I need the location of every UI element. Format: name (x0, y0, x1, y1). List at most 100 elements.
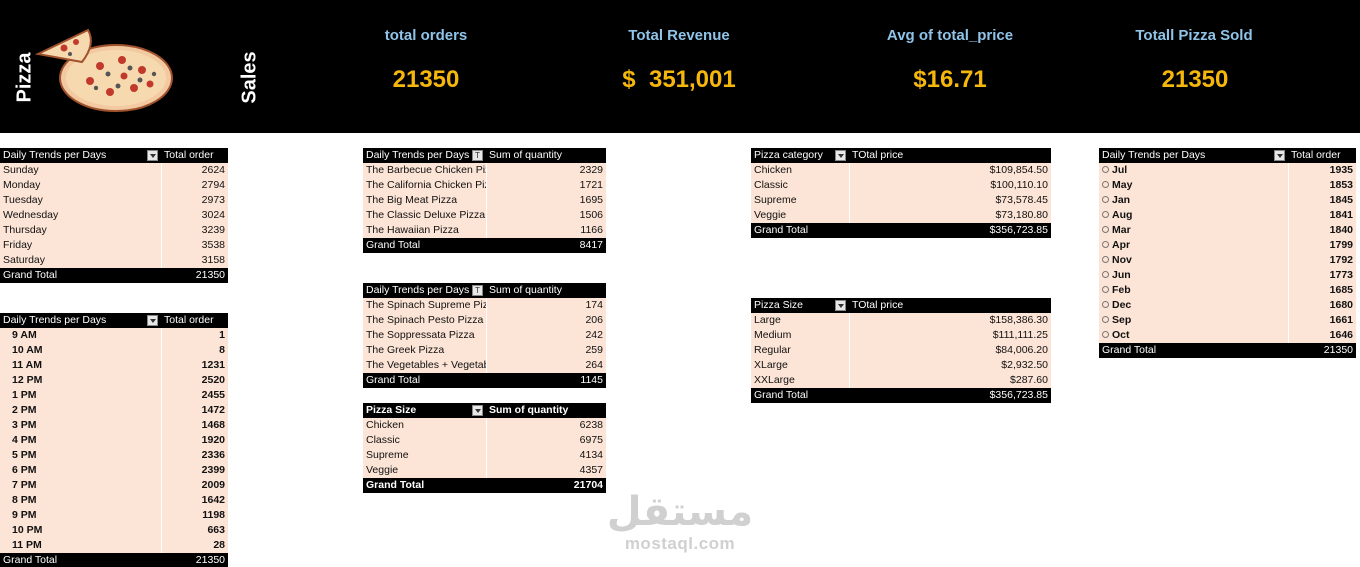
table-row[interactable]: Aug 1841 (1099, 208, 1356, 223)
table-row[interactable]: Regular $84,006.20 (751, 343, 1051, 358)
expand-icon[interactable] (1102, 255, 1109, 263)
table-row[interactable]: 1 PM 2455 (0, 388, 228, 403)
table-row[interactable]: Thursday 3239 (0, 223, 228, 238)
table-row[interactable]: Classic $100,110.10 (751, 178, 1051, 193)
row-label: Supreme (363, 448, 487, 463)
table-row[interactable]: The California Chicken Pizza1721 (363, 178, 606, 193)
row-label: Mar (1099, 223, 1289, 238)
table-row[interactable]: Monday 2794 (0, 178, 228, 193)
table-row[interactable]: 11 PM 28 (0, 538, 228, 553)
expand-icon[interactable] (1102, 285, 1109, 293)
table-row[interactable]: Dec 1680 (1099, 298, 1356, 313)
table-row[interactable]: Saturday 3158 (0, 253, 228, 268)
table-row[interactable]: 3 PM 1468 (0, 418, 228, 433)
table-row[interactable]: Feb 1685 (1099, 283, 1356, 298)
table-row[interactable]: Medium $111,111.25 (751, 328, 1051, 343)
table-row[interactable]: The Barbecue Chicken Pizza2329 (363, 163, 606, 178)
filter-dropdown-icon[interactable] (147, 150, 158, 161)
expand-icon[interactable] (1102, 195, 1109, 203)
table-row[interactable]: Oct 1646 (1099, 328, 1356, 343)
pivot-orders-by-day[interactable]: Daily Trends per Days Total order Sunday 26… (0, 148, 228, 283)
grand-total-value: 21350 (161, 553, 228, 567)
filter-dropdown-icon[interactable] (1274, 150, 1285, 161)
table-row[interactable]: Supreme 4134 (363, 448, 606, 463)
filter-dropdown-icon[interactable] (472, 285, 483, 296)
expand-icon[interactable] (1102, 225, 1109, 233)
filter-dropdown-icon[interactable] (472, 150, 483, 161)
table-row[interactable]: Sep 1661 (1099, 313, 1356, 328)
table-row[interactable]: The Greek Pizza 259 (363, 343, 606, 358)
table-row[interactable]: The Spinach Pesto Pizza 206 (363, 313, 606, 328)
table-row[interactable]: 2 PM 1472 (0, 403, 228, 418)
filter-dropdown-icon[interactable] (835, 300, 846, 311)
row-value: 174 (486, 298, 606, 313)
filter-dropdown-icon[interactable] (472, 405, 483, 416)
table-row[interactable]: Apr 1799 (1099, 238, 1356, 253)
expand-icon[interactable] (1102, 210, 1109, 218)
table-row[interactable]: 8 PM 1642 (0, 493, 228, 508)
row-label-text: The Classic Deluxe Pizza (366, 209, 486, 221)
table-row[interactable]: Jul 1935 (1099, 163, 1356, 178)
table-header: Daily Trends per Days Total order (0, 148, 228, 163)
pivot-top5-pizzas[interactable]: Daily Trends per DaysSum of quantityThe … (363, 148, 606, 253)
table-row[interactable]: The Spinach Supreme Pizza 174 (363, 298, 606, 313)
row-label-text: 2 PM (12, 404, 37, 416)
table-row[interactable]: Wednesday 3024 (0, 208, 228, 223)
table-row[interactable]: Large $158,386.30 (751, 313, 1051, 328)
row-label-text: Jan (1112, 194, 1131, 206)
table-row[interactable]: Chicken 6238 (363, 418, 606, 433)
table-row[interactable]: 12 PM 2520 (0, 373, 228, 388)
table-row[interactable]: 11 AM 1231 (0, 358, 228, 373)
table-row[interactable]: The Classic Deluxe Pizza 1506 (363, 208, 606, 223)
pivot-price-by-category[interactable]: Pizza category TOtal price Chicken $109,854… (751, 148, 1051, 238)
expand-icon[interactable] (1102, 330, 1109, 338)
table-row[interactable]: 10 PM 663 (0, 523, 228, 538)
row-label-header: Daily Trends per Days (0, 313, 161, 328)
table-row[interactable]: May 1853 (1099, 178, 1356, 193)
pivot-bottom5-pizzas[interactable]: Daily Trends per DaysSum of quantityThe … (363, 283, 606, 388)
table-row[interactable]: Mar 1840 (1099, 223, 1356, 238)
table-row[interactable]: Friday 3538 (0, 238, 228, 253)
row-value: 1642 (161, 493, 228, 508)
table-row[interactable]: Jan 1845 (1099, 193, 1356, 208)
pivot-orders-by-hour[interactable]: Daily Trends per Days Total order 9 AM 1 10 … (0, 313, 228, 567)
pivot-orders-by-month[interactable]: Daily Trends per Days Total order Jul 1935 M… (1099, 148, 1356, 358)
table-row[interactable]: The Hawaiian Pizza 1166 (363, 223, 606, 238)
table-row[interactable]: Veggie 4357 (363, 463, 606, 478)
grand-total-label: Grand Total (0, 553, 161, 567)
table-row[interactable]: XLarge $2,932.50 (751, 358, 1051, 373)
pivot-price-by-size[interactable]: Pizza Size TOtal price Large $158,386.30 Med… (751, 298, 1051, 403)
filter-dropdown-icon[interactable] (147, 315, 158, 326)
table-row[interactable]: Jun 1773 (1099, 268, 1356, 283)
table-row[interactable]: 9 PM 1198 (0, 508, 228, 523)
table-row[interactable]: 10 AM 8 (0, 343, 228, 358)
table-row[interactable]: 9 AM 1 (0, 328, 228, 343)
table-row[interactable]: The Big Meat Pizza 1695 (363, 193, 606, 208)
expand-icon[interactable] (1102, 180, 1109, 188)
table-row[interactable]: 5 PM 2336 (0, 448, 228, 463)
expand-icon[interactable] (1102, 300, 1109, 308)
expand-icon[interactable] (1102, 315, 1109, 323)
table-row[interactable]: Tuesday 2973 (0, 193, 228, 208)
filter-dropdown-icon[interactable] (835, 150, 846, 161)
table-row[interactable]: Chicken $109,854.50 (751, 163, 1051, 178)
table-row[interactable]: Sunday 2624 (0, 163, 228, 178)
expand-icon[interactable] (1102, 240, 1109, 248)
table-row[interactable]: 4 PM 1920 (0, 433, 228, 448)
table-row[interactable]: XXLarge $287.60 (751, 373, 1051, 388)
table-row[interactable]: 6 PM 2399 (0, 463, 228, 478)
grand-total-row: Grand Total 1145 (363, 373, 606, 388)
pivot-quantity-by-category[interactable]: Pizza Size Sum of quantity Chicken 6238 Clas… (363, 403, 606, 493)
table-row[interactable]: The Soppressata Pizza 242 (363, 328, 606, 343)
table-row[interactable]: The Vegetables + Vegetables Pizza264 (363, 358, 606, 373)
table-row[interactable]: 7 PM 2009 (0, 478, 228, 493)
table-row[interactable]: Nov 1792 (1099, 253, 1356, 268)
row-label: 9 PM (0, 508, 162, 523)
expand-icon[interactable] (1102, 165, 1109, 173)
row-value: 1198 (161, 508, 228, 523)
row-label-text: Aug (1112, 209, 1133, 221)
table-row[interactable]: Veggie $73,180.80 (751, 208, 1051, 223)
expand-icon[interactable] (1102, 270, 1109, 278)
table-row[interactable]: Classic 6975 (363, 433, 606, 448)
table-row[interactable]: Supreme $73,578.45 (751, 193, 1051, 208)
